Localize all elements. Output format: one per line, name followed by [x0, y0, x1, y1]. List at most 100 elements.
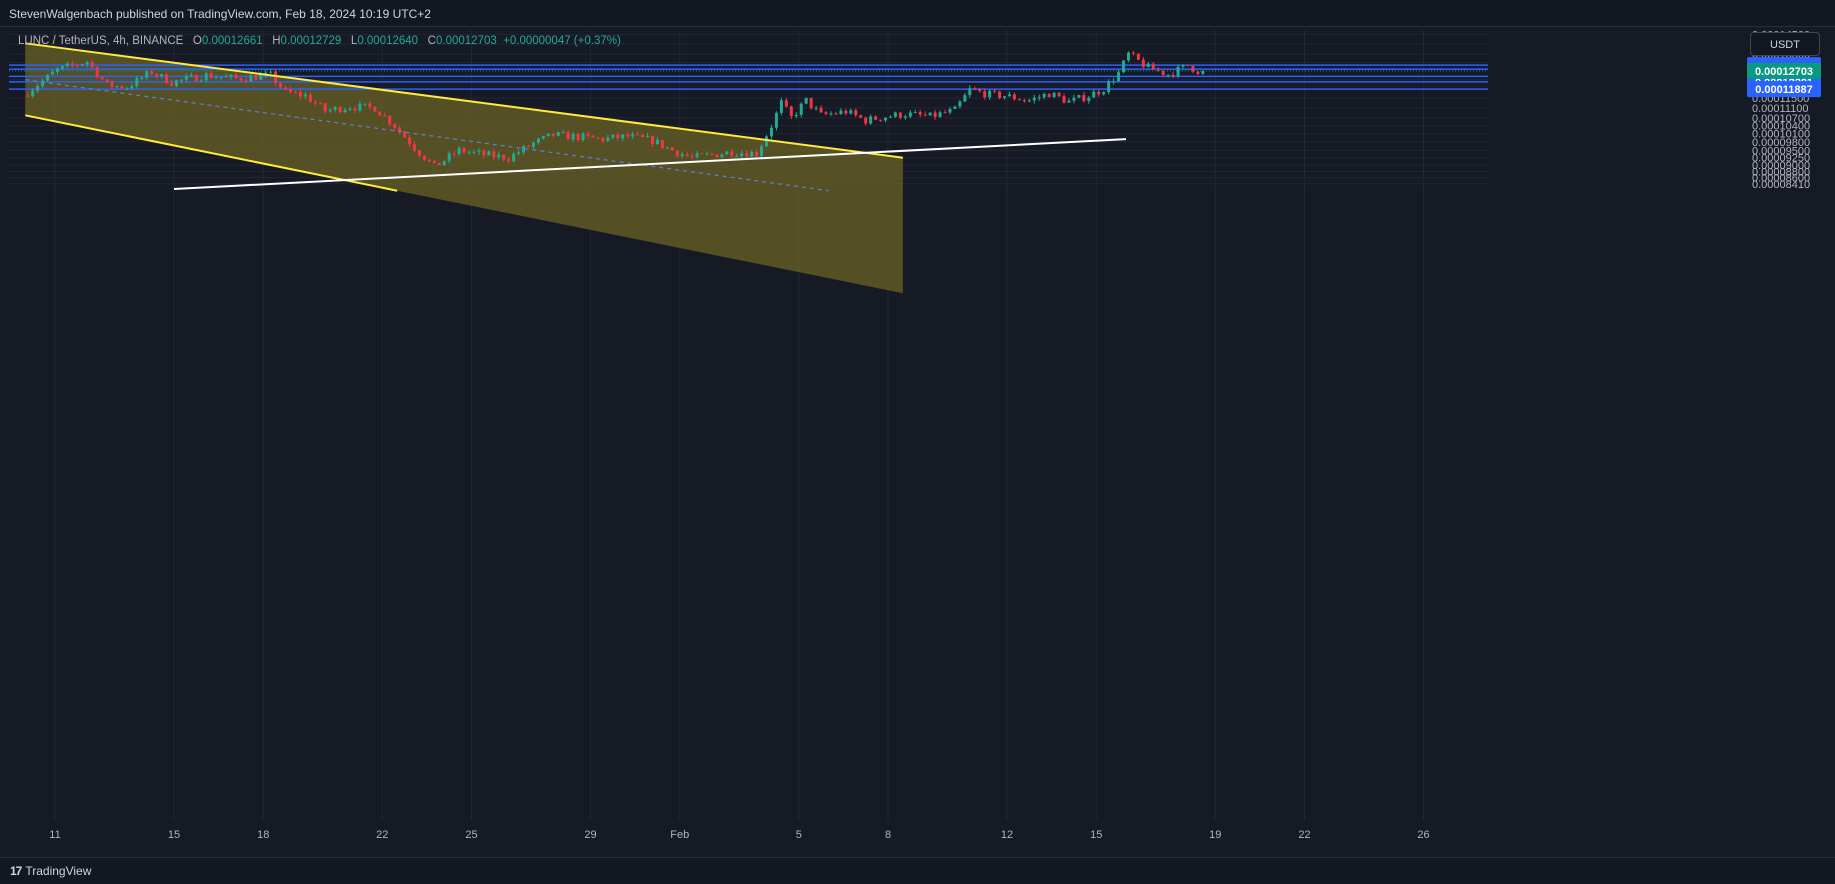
- candle-body: [953, 106, 957, 110]
- x-tick-label: 15: [168, 829, 180, 841]
- candle: [948, 106, 952, 115]
- x-tick-label: 29: [584, 829, 596, 841]
- candle-body: [913, 112, 917, 114]
- candle: [626, 131, 630, 138]
- candle-body: [695, 153, 699, 157]
- candle-body: [492, 151, 496, 158]
- candle-body: [968, 88, 972, 96]
- candle-body: [541, 136, 545, 139]
- candle: [65, 61, 69, 69]
- candle-body: [522, 146, 526, 153]
- candle: [41, 78, 45, 89]
- candle: [760, 143, 764, 159]
- candle: [46, 73, 50, 82]
- candle: [214, 74, 218, 79]
- candle-body: [1166, 74, 1170, 76]
- candle: [993, 88, 997, 94]
- candle: [601, 137, 605, 144]
- candle: [323, 102, 327, 114]
- candle: [239, 77, 243, 83]
- candle: [452, 150, 456, 158]
- candle-body: [720, 154, 724, 158]
- candle-body: [799, 103, 803, 115]
- channel-fill: [25, 43, 903, 294]
- tradingview-logo-icon: 17: [10, 864, 22, 878]
- candle-body: [879, 119, 883, 121]
- candle: [933, 109, 937, 120]
- candle: [165, 72, 169, 84]
- candle-body: [1122, 60, 1126, 73]
- candle-body: [1017, 99, 1021, 101]
- candle: [561, 129, 565, 134]
- candle: [289, 86, 293, 94]
- candle: [988, 89, 992, 100]
- candle-body: [1117, 72, 1121, 82]
- candle-body: [546, 133, 550, 137]
- candle-body: [155, 74, 159, 77]
- candle-body: [353, 108, 357, 111]
- candle-body: [120, 86, 124, 89]
- candle-body: [1047, 93, 1051, 98]
- candle: [477, 148, 481, 155]
- candle: [849, 108, 853, 115]
- candle: [531, 141, 535, 150]
- candle: [432, 160, 436, 165]
- candle-body: [824, 112, 828, 115]
- candle: [1032, 94, 1036, 104]
- candle: [819, 105, 823, 114]
- candle: [393, 122, 397, 132]
- candle-body: [1151, 63, 1155, 70]
- candle: [695, 150, 699, 159]
- candle: [150, 69, 154, 76]
- price-level-tag-label: 0.00011887: [1755, 84, 1813, 96]
- candle-body: [55, 68, 59, 72]
- candle: [789, 105, 793, 119]
- candle: [1092, 89, 1096, 98]
- candle-body: [26, 95, 30, 97]
- candle-body: [1072, 97, 1076, 101]
- candle: [1067, 98, 1071, 103]
- candle-body: [740, 153, 744, 156]
- candle: [1007, 91, 1011, 97]
- candle: [636, 131, 640, 136]
- candle: [1077, 94, 1081, 99]
- candle: [269, 69, 273, 75]
- candle: [497, 151, 501, 160]
- candle-body: [284, 87, 288, 90]
- last-price-tag-label: 0.00012703: [1755, 66, 1813, 78]
- tradingview-logo[interactable]: 17 TradingView: [10, 864, 91, 878]
- candle-body: [477, 150, 481, 152]
- candle-body: [482, 150, 486, 156]
- candle-body: [839, 110, 843, 115]
- y-tick-label: 0.00008800: [1752, 166, 1810, 178]
- candle: [85, 61, 89, 68]
- candle: [963, 92, 967, 102]
- candle-body: [417, 150, 421, 156]
- candle: [155, 72, 159, 79]
- x-tick-label: 8: [885, 829, 891, 841]
- candle: [745, 150, 749, 158]
- candle: [219, 77, 223, 81]
- candle: [1122, 59, 1126, 74]
- candle: [234, 72, 238, 79]
- candle-body: [1112, 81, 1116, 83]
- candle: [869, 114, 873, 125]
- support-trendline: [173, 138, 1127, 191]
- candle: [130, 83, 134, 90]
- candle-body: [705, 153, 709, 155]
- candle: [1126, 51, 1130, 63]
- candle-body: [170, 83, 174, 86]
- candle: [145, 70, 149, 81]
- candle: [462, 146, 466, 155]
- candle-body: [933, 112, 937, 117]
- candle-body: [1131, 52, 1135, 54]
- candle-body: [631, 134, 635, 137]
- candle: [983, 88, 987, 100]
- currency-button[interactable]: USDT: [1750, 32, 1820, 56]
- candle-body: [70, 63, 74, 66]
- candle: [928, 112, 932, 116]
- candle: [100, 75, 104, 80]
- price-level-tag-bg: [1747, 81, 1821, 98]
